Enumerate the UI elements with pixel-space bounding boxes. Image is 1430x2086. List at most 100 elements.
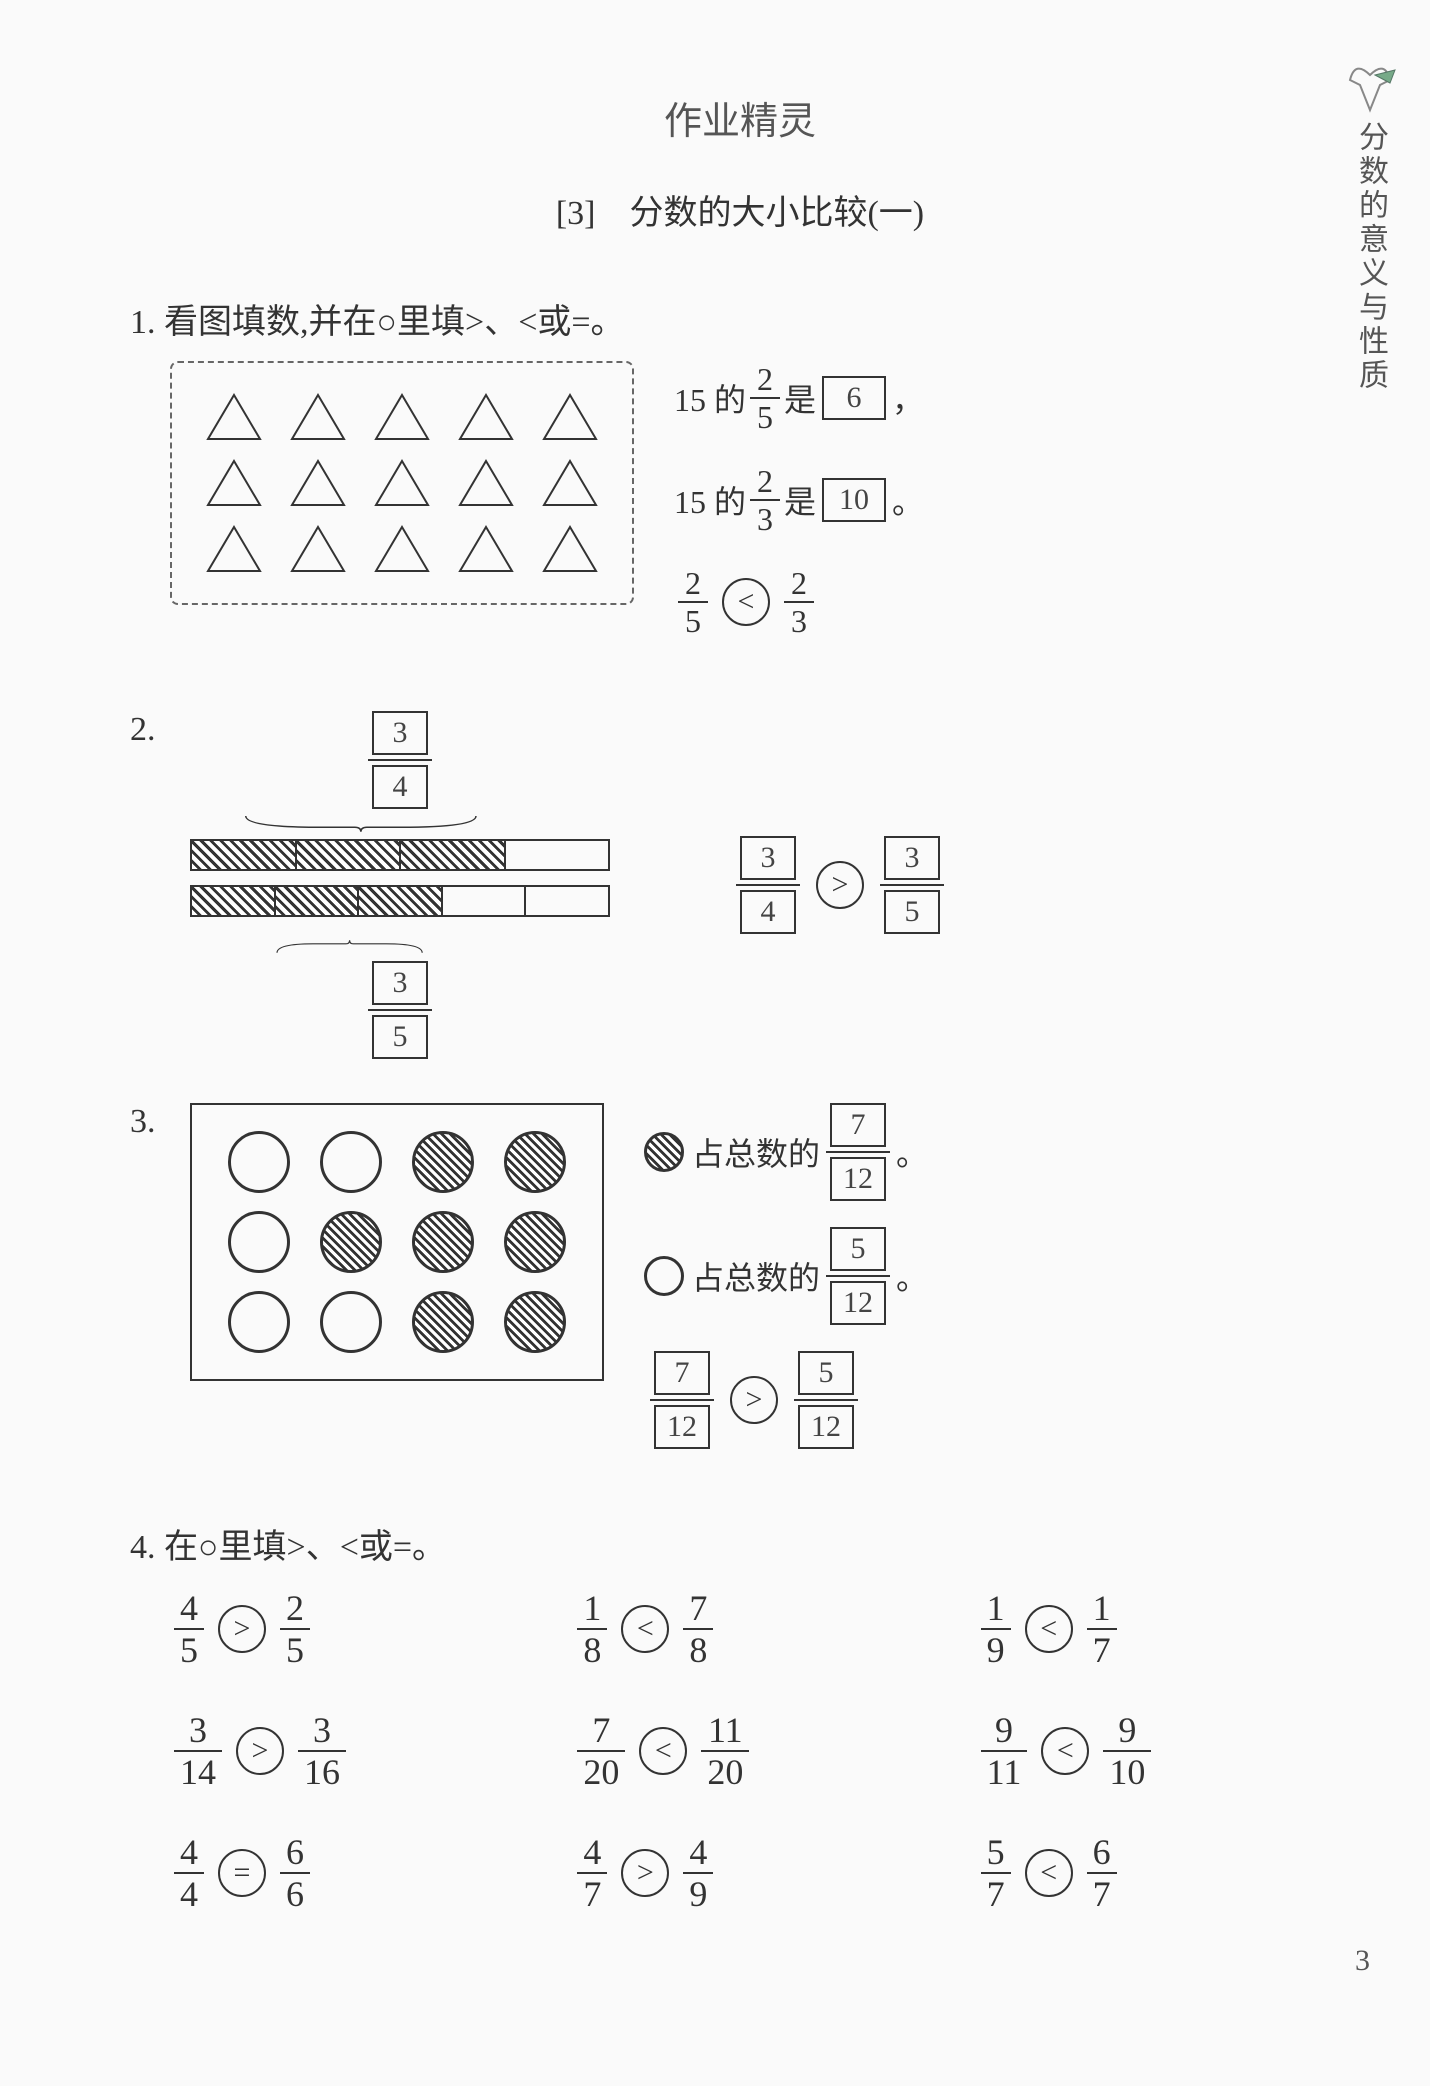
answer-box: 6 (822, 376, 886, 420)
hatched-circle (320, 1211, 382, 1273)
fraction: 2 5 (750, 361, 780, 435)
compare-circle: > (621, 1849, 669, 1897)
answer-fraction: 3 4 (366, 711, 434, 809)
compare-circle: < (621, 1605, 669, 1653)
triangle-icon (540, 523, 600, 575)
text: 15 的 (674, 477, 746, 523)
text: ， (892, 375, 924, 421)
side-tab: 分数的意义与性质 (1340, 55, 1400, 393)
compare-item: 720 <1120 (573, 1710, 946, 1792)
empty-circle (228, 1131, 290, 1193)
fraction: 911 (981, 1710, 1028, 1792)
fraction: 314 (174, 1710, 222, 1792)
triangle-icon (372, 457, 432, 509)
compare-item: 45 >25 (170, 1588, 543, 1670)
answer-fraction: 3 5 (878, 836, 946, 934)
circle-grid (190, 1103, 604, 1381)
compare-circle: = (218, 1849, 266, 1897)
q1-prompt: 1. 看图填数,并在○里填>、<或=。 (130, 294, 1350, 343)
compare-circle: < (1025, 1605, 1073, 1653)
fraction: 25 (280, 1588, 310, 1670)
fraction: 49 (683, 1832, 713, 1914)
fraction: 44 (174, 1832, 204, 1914)
question-2: 2. 3 4 (130, 711, 1350, 1059)
brace-icon (242, 809, 558, 835)
text: 是 (784, 477, 816, 523)
triangle-icon (456, 523, 516, 575)
fraction: 47 (577, 1832, 607, 1914)
answer-fraction: 3 5 (366, 961, 434, 1059)
compare-circle: > (236, 1727, 284, 1775)
triangle-grid (170, 361, 634, 605)
fraction: 2 3 (750, 463, 780, 537)
empty-circle-icon (644, 1256, 684, 1296)
compare-circle: < (639, 1727, 687, 1775)
text: 是 (784, 375, 816, 421)
fraction: 18 (577, 1588, 607, 1670)
empty-circle (320, 1131, 382, 1193)
compare-item: 911 <910 (977, 1710, 1350, 1792)
answer-fraction: 3 4 (734, 836, 802, 934)
triangle-icon (204, 457, 264, 509)
compare-item: 19 <17 (977, 1588, 1350, 1670)
fraction: 67 (1087, 1832, 1117, 1914)
q4-prompt: 4. 在○里填>、<或=。 (130, 1519, 1350, 1568)
q2-number: 2. (130, 711, 190, 749)
brace-icon (274, 935, 526, 961)
q3-number: 3. (130, 1103, 190, 1141)
compare-circle: > (730, 1376, 778, 1424)
compare-item: 57<67 (977, 1832, 1350, 1914)
empty-circle (228, 1291, 290, 1353)
hatched-circle (504, 1131, 566, 1193)
fraction: 720 (577, 1710, 625, 1792)
triangle-icon (456, 391, 516, 443)
fraction: 2 3 (784, 565, 814, 639)
triangle-icon (288, 457, 348, 509)
answer-fraction: 5 12 (792, 1351, 860, 1449)
flower-icon (1340, 55, 1400, 115)
text: 占总数的 (692, 1129, 820, 1175)
triangle-icon (288, 523, 348, 575)
compare-item: 47 >49 (573, 1832, 946, 1914)
compare-circle: < (722, 578, 770, 626)
empty-circle (228, 1211, 290, 1273)
fraction: 19 (981, 1588, 1011, 1670)
question-1: 1. 看图填数,并在○里填>、<或=。 15 的 2 5 (130, 294, 1350, 667)
compare-item: 18<78 (573, 1588, 946, 1670)
compare-circle: > (218, 1605, 266, 1653)
fraction: 17 (1087, 1588, 1117, 1670)
text: 。 (892, 477, 924, 523)
empty-circle (320, 1291, 382, 1353)
fraction: 910 (1103, 1710, 1151, 1792)
fraction: 316 (298, 1710, 346, 1792)
triangle-icon (372, 391, 432, 443)
fraction: 1120 (701, 1710, 749, 1792)
triangle-icon (372, 523, 432, 575)
fraction: 45 (174, 1588, 204, 1670)
triangle-icon (204, 523, 264, 575)
compare-circle: < (1041, 1727, 1089, 1775)
q1-right: 15 的 2 5 是 6 ， 15 的 (674, 361, 924, 667)
answer-fraction: 5 12 (824, 1227, 892, 1325)
text: 15 的 (674, 375, 746, 421)
fraction: 66 (280, 1832, 310, 1914)
chapter-title: [3] 分数的大小比较(一) (130, 185, 1350, 234)
side-text: 分数的意义与性质 (1348, 121, 1392, 393)
compare-circle: > (816, 861, 864, 909)
watermark: 作业精灵 (130, 90, 1350, 145)
answer-box: 10 (822, 478, 886, 522)
page-number: 3 (1355, 1944, 1370, 1978)
compare-circle: < (1025, 1849, 1073, 1897)
fraction: 2 5 (678, 565, 708, 639)
answer-fraction: 7 12 (824, 1103, 892, 1201)
hatched-circle (412, 1131, 474, 1193)
answer-fraction: 7 12 (648, 1351, 716, 1449)
hatched-circle (504, 1211, 566, 1273)
hatched-circle-icon (644, 1132, 684, 1172)
triangle-icon (288, 391, 348, 443)
q3-right: 占总数的 7 12 。 占总数的 5 (644, 1103, 928, 1475)
question-4: 4. 在○里填>、<或=。 45>2518<7819<17314>316720<… (130, 1519, 1350, 1914)
text: 占总数的 (692, 1253, 820, 1299)
triangle-icon (540, 391, 600, 443)
bar-model-4 (190, 839, 610, 871)
